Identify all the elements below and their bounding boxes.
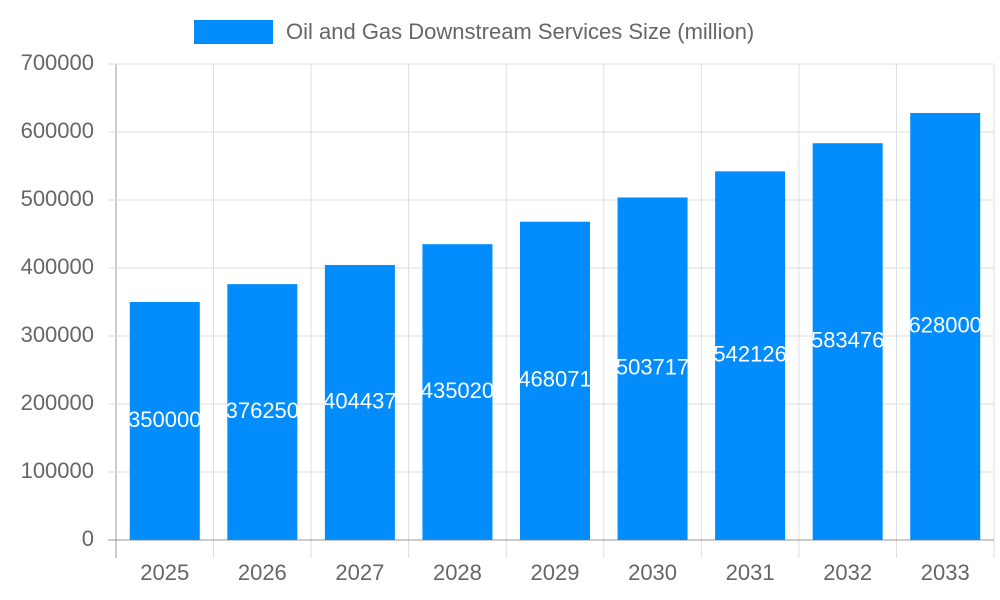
- x-tick-label: 2031: [726, 560, 775, 585]
- x-tick-label: 2033: [921, 560, 970, 585]
- x-tick-label: 2027: [335, 560, 384, 585]
- value-label: 542126: [713, 341, 786, 366]
- value-label: 628000: [909, 312, 982, 337]
- bar: [324, 264, 395, 540]
- value-label: 503717: [616, 355, 689, 380]
- value-label: 376250: [226, 398, 299, 423]
- y-tick-label: 600000: [21, 118, 94, 143]
- value-label: 468071: [518, 367, 591, 392]
- x-tick-label: 2028: [433, 560, 482, 585]
- value-label: 350000: [128, 407, 201, 432]
- y-tick-label: 300000: [21, 322, 94, 347]
- legend-swatch: [194, 20, 273, 44]
- y-tick-label: 0: [82, 526, 94, 551]
- bar: [910, 112, 981, 541]
- y-tick-label: 200000: [21, 390, 94, 415]
- bar: [520, 221, 590, 540]
- bar: [715, 171, 786, 541]
- y-tick-label: 500000: [21, 186, 94, 211]
- x-tick-label: 2026: [238, 560, 287, 585]
- value-label: 435020: [421, 378, 494, 403]
- y-tick-label: 100000: [21, 458, 94, 483]
- value-label: 583476: [811, 327, 884, 352]
- x-tick-label: 2032: [823, 560, 872, 585]
- x-tick-label: 2030: [628, 560, 677, 585]
- bar: [617, 197, 688, 540]
- legend-label: Oil and Gas Downstream Services Size (mi…: [286, 19, 754, 44]
- y-tick-label: 400000: [21, 254, 94, 279]
- y-tick-label: 700000: [21, 50, 94, 75]
- bar: [227, 284, 298, 540]
- bar: [422, 244, 493, 540]
- x-tick-label: 2029: [531, 560, 580, 585]
- x-tick-label: 2025: [140, 560, 189, 585]
- value-label: 404437: [323, 388, 396, 413]
- bar: [129, 302, 200, 540]
- bar: [812, 143, 883, 540]
